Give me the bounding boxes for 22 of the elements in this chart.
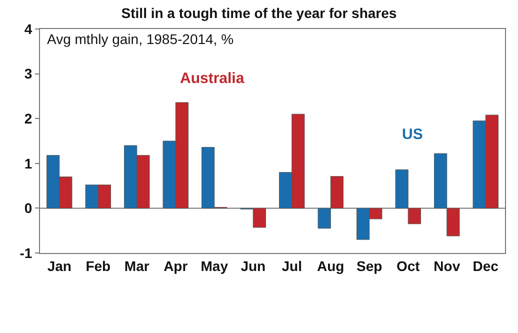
- y-tick-label: 4: [24, 20, 32, 37]
- x-tick-label: Jan: [47, 258, 72, 274]
- x-tick-label: Oct: [396, 258, 420, 274]
- x-tick-label: May: [200, 258, 228, 274]
- y-tick-label: 0: [24, 200, 32, 216]
- x-tick-label: Feb: [86, 258, 111, 274]
- x-tick-label: Mar: [124, 258, 150, 274]
- chart-subtitle: Avg mthly gain, 1985-2014, %: [47, 31, 234, 47]
- series-label: Australia: [180, 70, 245, 87]
- x-tick-label: Jun: [240, 258, 266, 274]
- x-tick-label: Dec: [472, 258, 499, 274]
- y-tick-label: 2: [24, 110, 32, 126]
- x-tick-label: Aug: [317, 258, 344, 274]
- x-tick-label: Apr: [164, 258, 188, 274]
- x-tick-label: Jul: [282, 258, 302, 274]
- y-tick-label: 3: [24, 66, 32, 82]
- chart-title: Still in a tough time of the year for shares: [121, 5, 397, 22]
- y-tick-label: -1: [20, 244, 32, 261]
- series-label: US: [402, 126, 423, 143]
- x-tick-label: Sep: [356, 258, 382, 274]
- x-tick-label: Nov: [434, 258, 460, 274]
- y-tick-label: 1: [24, 155, 32, 172]
